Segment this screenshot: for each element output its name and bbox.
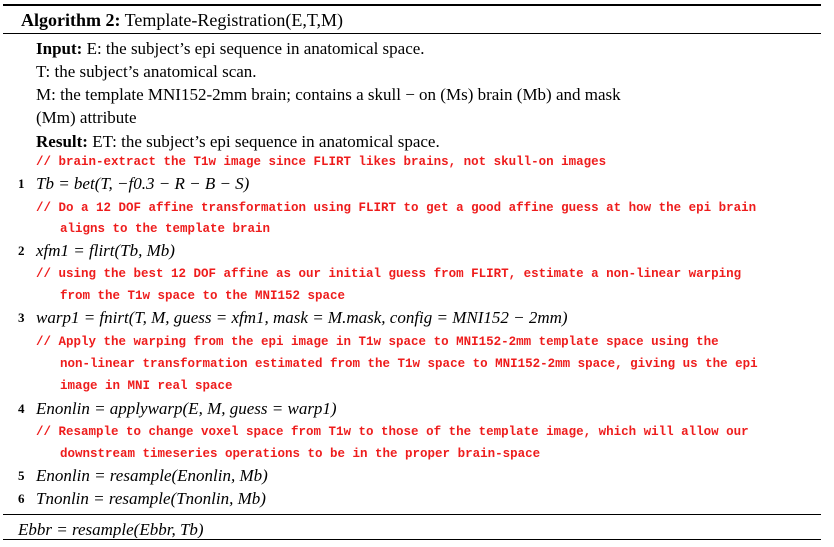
comment-step-4-line-2: non-linear transformation estimated from… <box>60 357 758 371</box>
bottom-rule-upper <box>3 514 821 515</box>
line-number-2: 2 <box>18 243 25 258</box>
result-label: Result: <box>36 132 88 151</box>
result-line: Result: ET: the subject’s epi sequence i… <box>36 131 440 152</box>
comment-step-4-line-3: image in MNI real space <box>60 379 233 393</box>
comment-step-3-line-1: // using the best 12 DOF affine as our i… <box>36 267 742 281</box>
title-rule <box>3 33 821 34</box>
input-text: E: the subject’s epi sequence in anatomi… <box>86 39 425 58</box>
line-number-4: 4 <box>18 401 25 416</box>
code-step-3: warp1 = fnirt(T, M, guess = xfm1, mask =… <box>36 308 568 327</box>
comment-step-5-line-2: downstream timeseries operations to be i… <box>60 447 541 461</box>
comment-step-4-line-1: // Apply the warping from the epi image … <box>36 335 719 349</box>
code-step-2: xfm1 = flirt(Tb, Mb) <box>36 241 175 260</box>
line-number-5: 5 <box>18 468 25 483</box>
algorithm-title: Algorithm 2: Template-Registration(E,T,M… <box>21 9 343 31</box>
clipped-code-line: Ebbr = resample(Ebbr, Tb) <box>18 520 204 538</box>
algorithm-name: Template-Registration(E,T,M) <box>124 10 344 30</box>
comment-step-3-line-2: from the T1w space to the MNI152 space <box>60 289 346 303</box>
comment-step-2-line-1: // Do a 12 DOF affine transformation usi… <box>36 201 757 215</box>
comment-step-5-line-1: // Resample to change voxel space from T… <box>36 425 749 439</box>
top-rule <box>3 4 821 6</box>
line-number-3: 3 <box>18 310 25 325</box>
code-step-6: Tnonlin = resample(Tnonlin, Mb) <box>36 489 266 508</box>
t-description: T: the subject’s anatomical scan. <box>36 62 257 81</box>
line-number-1: 1 <box>18 176 25 191</box>
code-step-1: Tb = bet(T, −f0.3 − R − B − S) <box>36 174 250 193</box>
code-step-4: Enonlin = applywarp(E, M, guess = warp1) <box>36 399 337 418</box>
clipped-line-region: Ebbr = resample(Ebbr, Tb) <box>0 515 834 538</box>
input-label: Input: <box>36 39 83 58</box>
code-step-5: Enonlin = resample(Enonlin, Mb) <box>36 466 268 485</box>
comment-step-1: // brain-extract the T1w image since FLI… <box>36 155 607 169</box>
m-description: M: the template MNI152-2mm brain; contai… <box>36 85 621 104</box>
m-description-cont: (Mm) attribute <box>36 108 137 127</box>
result-text: ET: the subject’s epi sequence in anatom… <box>92 132 440 151</box>
bottom-rule-lower <box>3 539 821 540</box>
algorithm-label: Algorithm 2: <box>21 10 121 30</box>
line-number-6: 6 <box>18 491 25 506</box>
comment-step-2-line-2: aligns to the template brain <box>60 222 271 236</box>
input-line: Input: E: the subject’s epi sequence in … <box>36 38 425 59</box>
